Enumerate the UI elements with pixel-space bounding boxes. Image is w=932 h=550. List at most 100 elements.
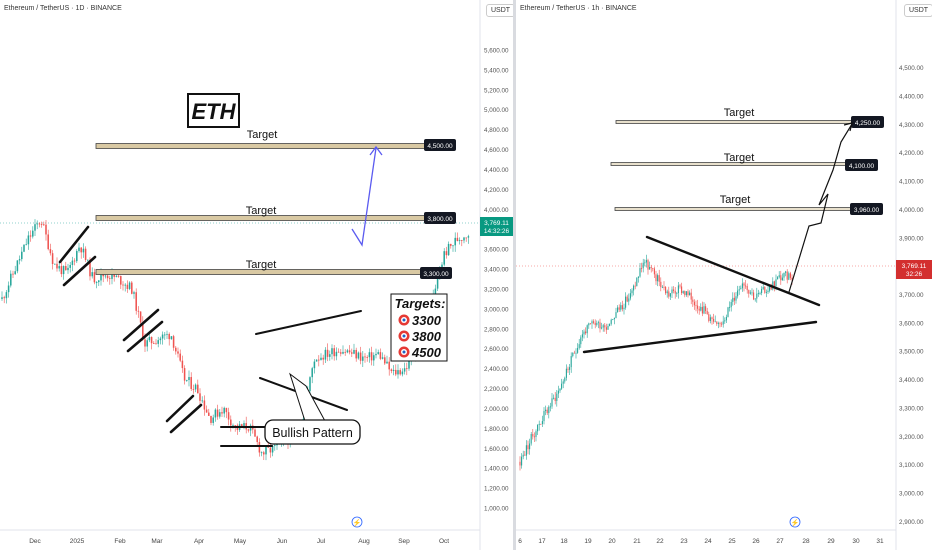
left-candle-body <box>256 436 258 443</box>
left-candle-body <box>357 352 360 359</box>
right-x-tick-label: 25 <box>728 538 736 545</box>
left-candle-body <box>73 260 76 262</box>
right-candle-body <box>785 271 787 273</box>
right-candle-body <box>765 292 767 293</box>
right-candle-body <box>767 290 769 293</box>
right-candle-body <box>559 388 561 391</box>
right-candle-body <box>701 306 703 314</box>
right-candle-body <box>605 327 607 330</box>
left-candle-body <box>197 384 199 394</box>
left-candle-body <box>333 348 335 357</box>
left-candle-body <box>16 260 19 272</box>
left-target-tag-text-4500: 4,500.00 <box>427 143 453 150</box>
lightning-icon-glyph: ⚡ <box>353 518 362 527</box>
left-candle-body <box>34 224 36 231</box>
left-candle-body <box>399 370 401 375</box>
right-candle-body <box>569 367 571 370</box>
right-y-tick-label: 4,500.00 <box>899 65 924 72</box>
left-candle-body <box>243 423 245 428</box>
right-candle-body <box>631 290 633 294</box>
right-candle-body <box>652 268 654 269</box>
left-candle-body <box>120 276 122 285</box>
left-current-price-tag <box>480 217 513 236</box>
left-candle-body <box>346 350 349 353</box>
left-candle-body <box>366 357 368 358</box>
right-x-tick-label: 21 <box>633 538 641 545</box>
right-candle-body <box>551 398 553 407</box>
right-target-band-3960[interactable] <box>614 207 856 211</box>
right-target-tag-text-3960: 3,960.00 <box>854 207 880 214</box>
right-candle-body <box>745 285 747 287</box>
right-x-tick-label: 26 <box>752 538 760 545</box>
right-candle-body <box>661 286 663 288</box>
left-candle-body <box>91 272 93 277</box>
left-candle-body <box>370 352 373 361</box>
right-candle-body <box>533 436 535 438</box>
left-candle-body <box>216 409 219 417</box>
right-candle-body <box>537 424 539 432</box>
right-projection-path[interactable] <box>788 123 853 293</box>
left-projection-path[interactable] <box>351 147 377 247</box>
targets-list-heading: Targets: <box>395 296 446 311</box>
right-candle-body <box>759 293 761 294</box>
left-candle-body <box>150 336 153 344</box>
left-candle-body <box>379 352 382 359</box>
left-candle-body <box>392 369 395 372</box>
right-candle-body <box>610 319 612 324</box>
left-candle-body <box>36 223 38 225</box>
right-candle-body <box>730 301 732 308</box>
right-candle-body <box>554 397 556 401</box>
right-candle-body <box>564 377 566 382</box>
left-candle-body <box>447 243 450 256</box>
left-candle-body <box>375 353 377 356</box>
left-candle-body <box>87 259 89 261</box>
right-candle-body <box>625 296 627 308</box>
left-candle-body <box>225 407 228 413</box>
right-y-tick-label: 2,900.00 <box>899 519 924 526</box>
left-candle-body <box>71 260 74 265</box>
right-candle-body <box>674 290 676 294</box>
left-x-tick-label: Oct <box>439 538 449 545</box>
left-candle-body <box>131 282 133 294</box>
right-candle-body <box>788 273 790 280</box>
right-candle-body <box>535 431 537 438</box>
left-chart-title: Ethereum / TetherUS · 1D · BINANCE <box>4 5 122 12</box>
right-candle-body <box>709 317 711 321</box>
right-candle-body <box>687 291 689 296</box>
right-current-price: 3,769.11 <box>902 263 927 270</box>
bullish-callout-box[interactable] <box>264 419 361 445</box>
left-candle-body <box>153 343 155 345</box>
left-currency-badge[interactable]: USDT <box>486 4 513 17</box>
right-candle-body <box>729 307 731 308</box>
right-candle-body <box>780 275 782 281</box>
right-candle-body <box>541 421 543 425</box>
left-candle-body <box>436 279 439 289</box>
left-candle-body <box>395 369 397 375</box>
right-y-tick-label: 4,000.00 <box>899 207 924 214</box>
panel-divider[interactable] <box>513 0 516 550</box>
left-chart-svg[interactable]: 1,000.00 1,200.00 1,400.00 1,600.00 1,800.00… <box>0 0 513 550</box>
right-currency-badge[interactable]: USDT <box>904 4 932 17</box>
right-x-tick-label: 6 <box>518 538 522 545</box>
right-candle-body <box>713 318 715 322</box>
bottom-range-drawing[interactable] <box>220 426 273 447</box>
right-chart-svg[interactable]: 2,900.00 3,000.00 3,100.00 3,200.00 3,300.00… <box>516 0 932 550</box>
left-candle-body <box>148 336 151 341</box>
lightning-icon[interactable] <box>351 516 363 528</box>
right-candle-body <box>649 267 651 270</box>
left-chart-panel[interactable]: Ethereum / TetherUS · 1D · BINANCE USDT … <box>0 0 513 550</box>
right-candle-body <box>567 368 569 370</box>
lightning-icon[interactable] <box>789 516 801 528</box>
right-x-tick-label: 19 <box>584 538 592 545</box>
left-candle-body <box>45 224 47 235</box>
right-target-band-4250[interactable] <box>615 120 857 124</box>
right-candle-body <box>529 443 531 450</box>
right-chart-panel[interactable]: Ethereum / TetherUS · 1h · BINANCE USDT … <box>516 0 932 550</box>
triangle-pattern-drawing[interactable] <box>582 235 821 354</box>
left-target-tag-text-3800: 3,800.00 <box>427 216 453 223</box>
left-candle-body <box>201 400 203 402</box>
bear-flag-drawings[interactable] <box>58 225 203 434</box>
left-candle-body <box>183 368 186 381</box>
right-candle-body <box>578 344 580 348</box>
left-candle-body <box>166 333 168 335</box>
